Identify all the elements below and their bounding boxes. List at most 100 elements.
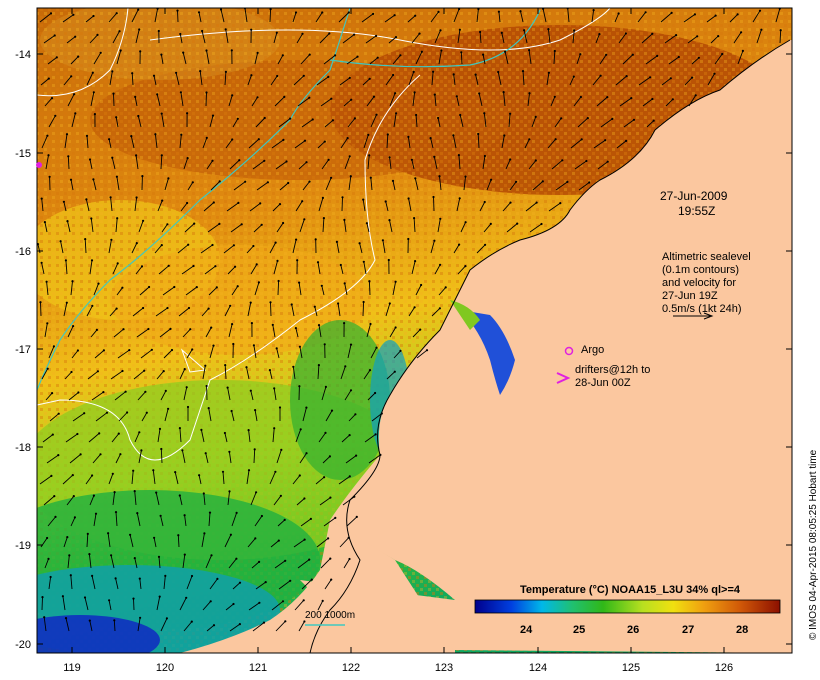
velocity-arrow: [158, 265, 169, 275]
velocity-arrow: [411, 159, 415, 170]
velocity-arrow-head: [73, 93, 76, 96]
velocity-arrow: [164, 178, 169, 191]
velocity-arrow-head: [329, 557, 332, 560]
velocity-arrow-head: [72, 325, 75, 328]
velocity-arrow-head: [458, 8, 461, 11]
velocity-arrow: [291, 304, 295, 317]
velocity-arrow: [434, 94, 437, 107]
velocity-arrow: [302, 407, 307, 422]
velocity-arrow-head: [560, 117, 563, 120]
velocity-arrow-head: [90, 217, 93, 220]
velocity-arrow-head: [201, 29, 204, 33]
velocity-arrow: [520, 11, 524, 23]
velocity-arrow: [256, 181, 269, 191]
velocity-arrow: [113, 93, 115, 107]
velocity-arrow-head: [298, 281, 301, 284]
velocity-arrow: [115, 453, 121, 464]
velocity-arrow-head: [264, 581, 267, 584]
colorbar-tick-26: 26: [627, 624, 640, 636]
velocity-arrow: [714, 53, 723, 65]
velocity-arrow-head: [183, 553, 186, 556]
velocity-arrow-head: [369, 176, 372, 179]
velocity-arrow-head: [180, 133, 183, 136]
velocity-arrow: [159, 328, 171, 338]
y-tick-label: -17: [15, 344, 31, 356]
velocity-arrow-head: [140, 449, 143, 452]
velocity-arrow: [733, 32, 742, 44]
velocity-arrow: [182, 328, 191, 338]
velocity-arrow: [591, 10, 595, 23]
velocity-arrow-head: [226, 386, 229, 389]
velocity-arrow: [509, 181, 517, 191]
velocity-arrow: [273, 388, 277, 401]
velocity-arrow-head: [203, 532, 206, 535]
velocity-arrow-head: [321, 11, 324, 14]
velocity-arrow-head: [321, 196, 324, 199]
velocity-arrow-head: [197, 11, 201, 14]
velocity-arrow-head: [53, 495, 56, 498]
velocity-arrow: [457, 29, 461, 44]
velocity-arrow-head: [108, 599, 111, 602]
velocity-arrow-head: [740, 31, 743, 34]
velocity-arrow-head: [438, 307, 441, 310]
velocity-arrow: [107, 533, 111, 548]
velocity-arrow-head: [131, 72, 134, 75]
velocity-arrow: [325, 177, 332, 191]
velocity-arrow: [134, 432, 140, 443]
velocity-arrow-head: [375, 346, 378, 349]
velocity-arrow: [498, 11, 501, 23]
velocity-arrow: [110, 370, 123, 380]
velocity-arrow-head: [302, 599, 305, 602]
velocity-arrow: [691, 57, 700, 65]
velocity-arrow: [269, 369, 273, 380]
velocity-arrow: [569, 76, 575, 86]
velocity-arrow-head: [399, 54, 402, 57]
velocity-arrow: [208, 287, 218, 296]
velocity-arrow-head: [489, 222, 492, 225]
velocity-arrow: [68, 392, 79, 401]
velocity-arrow: [438, 50, 442, 65]
velocity-arrow-head: [136, 511, 139, 515]
velocity-arrow-head: [141, 175, 144, 178]
velocity-arrow: [477, 133, 480, 149]
velocity-arrow-head: [252, 344, 255, 347]
velocity-arrow-head: [207, 407, 210, 410]
velocity-arrow-head: [285, 160, 288, 163]
velocity-arrow: [320, 98, 332, 107]
velocity-arrow-head: [231, 94, 234, 97]
velocity-arrow: [248, 138, 260, 149]
velocity-arrow: [187, 182, 194, 191]
velocity-arrow-head: [160, 112, 163, 115]
velocity-arrow: [203, 493, 206, 506]
velocity-arrow-head: [393, 370, 396, 373]
velocity-arrow: [389, 220, 393, 233]
velocity-arrow-head: [88, 619, 91, 622]
velocity-arrow: [131, 9, 139, 23]
velocity-arrow: [460, 52, 463, 65]
velocity-arrow: [416, 349, 428, 359]
velocity-arrow: [339, 537, 350, 548]
velocity-arrow-head: [273, 427, 276, 430]
velocity-arrow-head: [457, 154, 460, 157]
velocity-arrow: [453, 8, 460, 23]
velocity-arrow: [48, 346, 55, 359]
velocity-arrow-head: [257, 138, 260, 141]
velocity-arrow: [63, 201, 67, 212]
velocity-arrow-head: [177, 534, 180, 537]
velocity-arrow-head: [407, 197, 410, 200]
velocity-arrow-head: [115, 116, 118, 119]
velocity-arrow-head: [372, 12, 375, 15]
velocity-arrow: [200, 244, 213, 254]
velocity-arrow: [231, 410, 235, 422]
velocity-arrow: [522, 71, 525, 86]
velocity-arrow: [250, 390, 254, 401]
velocity-arrow: [249, 203, 261, 212]
velocity-arrow-head: [741, 49, 745, 53]
velocity-arrow: [361, 13, 374, 23]
velocity-arrow: [321, 386, 327, 401]
velocity-arrow-head: [167, 177, 170, 180]
velocity-arrow-head: [289, 579, 292, 582]
velocity-arrow: [65, 617, 70, 632]
velocity-arrow: [501, 135, 505, 149]
velocity-arrow-head: [230, 49, 233, 52]
